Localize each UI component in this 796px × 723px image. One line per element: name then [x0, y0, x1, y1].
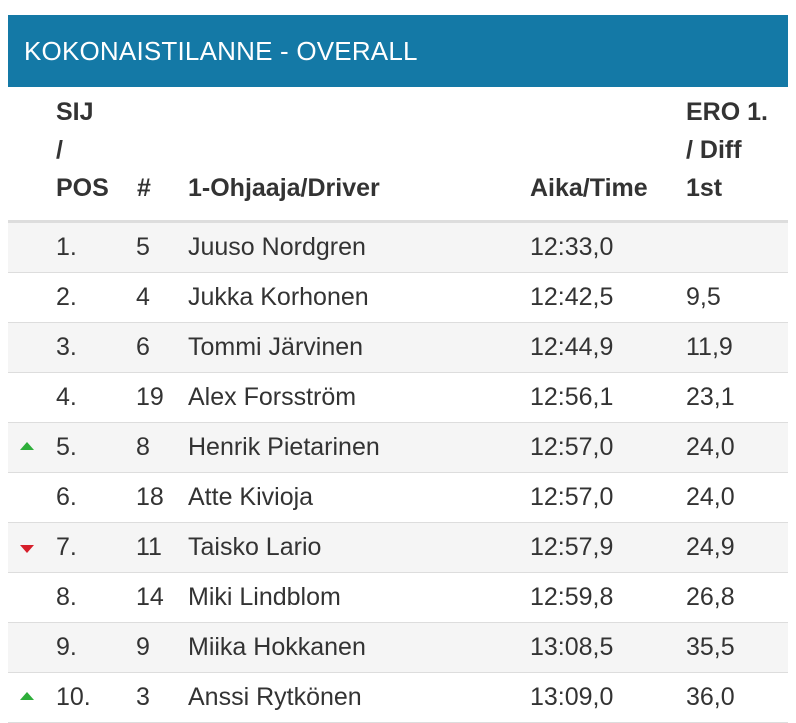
- position-cell: 8.: [56, 583, 77, 611]
- time-cell: 12:57,9: [530, 533, 614, 561]
- table-row[interactable]: 7. 11 Taisko Lario 12:57,9 24,9: [8, 523, 788, 573]
- column-header-time[interactable]: Aika/Time: [530, 174, 648, 202]
- number-cell: 19: [136, 383, 164, 411]
- table-header: SIJ / POS # 1-Ohjaaja/Driver Aika/Time E…: [8, 87, 788, 223]
- table-row[interactable]: 5. 8 Henrik Pietarinen 12:57,0 24,0: [8, 423, 788, 473]
- column-header-diff-line: ERO 1.: [686, 98, 768, 126]
- panel-header: KOKONAISTILANNE - OVERALL: [8, 15, 788, 87]
- position-cell: 7.: [56, 533, 77, 561]
- time-cell: 13:09,0: [530, 683, 614, 711]
- trend-up-icon: [20, 692, 34, 700]
- position-cell: 5.: [56, 433, 77, 461]
- diff-cell: 36,0: [686, 683, 735, 711]
- diff-cell: 24,0: [686, 433, 735, 461]
- time-cell: 12:42,5: [530, 283, 614, 311]
- time-cell: 12:56,1: [530, 383, 614, 411]
- diff-cell: 24,9: [686, 533, 735, 561]
- column-header-diff-line: 1st: [686, 174, 723, 202]
- driver-cell: Atte Kivioja: [188, 483, 314, 511]
- table-row[interactable]: 1. 5 Juuso Nordgren 12:33,0: [8, 223, 788, 273]
- diff-cell: 23,1: [686, 383, 735, 411]
- time-cell: 12:59,8: [530, 583, 614, 611]
- table-row[interactable]: 6. 18 Atte Kivioja 12:57,0 24,0: [8, 473, 788, 523]
- time-cell: 12:33,0: [530, 233, 614, 261]
- column-header-driver[interactable]: 1-Ohjaaja/Driver: [188, 174, 380, 202]
- column-header-pos-line: POS: [56, 174, 109, 202]
- driver-cell: Anssi Rytkönen: [188, 683, 362, 711]
- time-cell: 12:44,9: [530, 333, 614, 361]
- number-cell: 5: [136, 233, 150, 261]
- number-cell: 18: [136, 483, 164, 511]
- table-row[interactable]: 8. 14 Miki Lindblom 12:59,8 26,8: [8, 573, 788, 623]
- number-cell: 11: [136, 533, 162, 561]
- driver-cell: Taisko Lario: [188, 533, 322, 561]
- column-header-number[interactable]: #: [137, 174, 151, 202]
- column-header-pos[interactable]: SIJ / POS: [56, 93, 126, 207]
- time-cell: 13:08,5: [530, 633, 614, 661]
- table-row[interactable]: 3. 6 Tommi Järvinen 12:44,9 11,9: [8, 323, 788, 373]
- position-cell: 4.: [56, 383, 77, 411]
- column-header-pos-line: /: [56, 136, 63, 164]
- position-cell: 10.: [56, 683, 91, 711]
- panel-title: KOKONAISTILANNE - OVERALL: [24, 35, 418, 66]
- driver-cell: Tommi Järvinen: [188, 333, 364, 361]
- diff-cell: 24,0: [686, 483, 735, 511]
- position-cell: 9.: [56, 633, 77, 661]
- column-header-diff-line: / Diff: [686, 136, 742, 164]
- position-cell: 1.: [56, 233, 77, 261]
- column-header-diff[interactable]: ERO 1. / Diff 1st: [686, 93, 786, 207]
- driver-cell: Miki Lindblom: [188, 583, 341, 611]
- column-header-pos-line: SIJ: [56, 98, 94, 126]
- position-cell: 6.: [56, 483, 77, 511]
- number-cell: 14: [136, 583, 164, 611]
- diff-cell: 26,8: [686, 583, 735, 611]
- position-cell: 2.: [56, 283, 77, 311]
- time-cell: 12:57,0: [530, 483, 614, 511]
- table-row[interactable]: 9. 9 Miika Hokkanen 13:08,5 35,5: [8, 623, 788, 673]
- driver-cell: Miika Hokkanen: [188, 633, 366, 661]
- driver-cell: Henrik Pietarinen: [188, 433, 380, 461]
- diff-cell: 35,5: [686, 633, 735, 661]
- time-cell: 12:57,0: [530, 433, 614, 461]
- standings-panel: KOKONAISTILANNE - OVERALL SIJ / POS # 1-…: [8, 15, 788, 723]
- diff-cell: 11,9: [686, 333, 733, 361]
- number-cell: 3: [136, 683, 150, 711]
- trend-up-icon: [20, 442, 34, 450]
- number-cell: 6: [136, 333, 150, 361]
- position-cell: 3.: [56, 333, 77, 361]
- driver-cell: Juuso Nordgren: [188, 233, 366, 261]
- table-row[interactable]: 10. 3 Anssi Rytkönen 13:09,0 36,0: [8, 673, 788, 723]
- trend-down-icon: [20, 545, 34, 553]
- number-cell: 9: [136, 633, 150, 661]
- driver-cell: Jukka Korhonen: [188, 283, 369, 311]
- table-row[interactable]: 4. 19 Alex Forsström 12:56,1 23,1: [8, 373, 788, 423]
- number-cell: 8: [136, 433, 150, 461]
- driver-cell: Alex Forsström: [188, 383, 357, 411]
- number-cell: 4: [136, 283, 150, 311]
- table-row[interactable]: 2. 4 Jukka Korhonen 12:42,5 9,5: [8, 273, 788, 323]
- diff-cell: 9,5: [686, 283, 721, 311]
- table-body: 1. 5 Juuso Nordgren 12:33,0 2. 4 Jukka Korhone…: [8, 223, 788, 723]
